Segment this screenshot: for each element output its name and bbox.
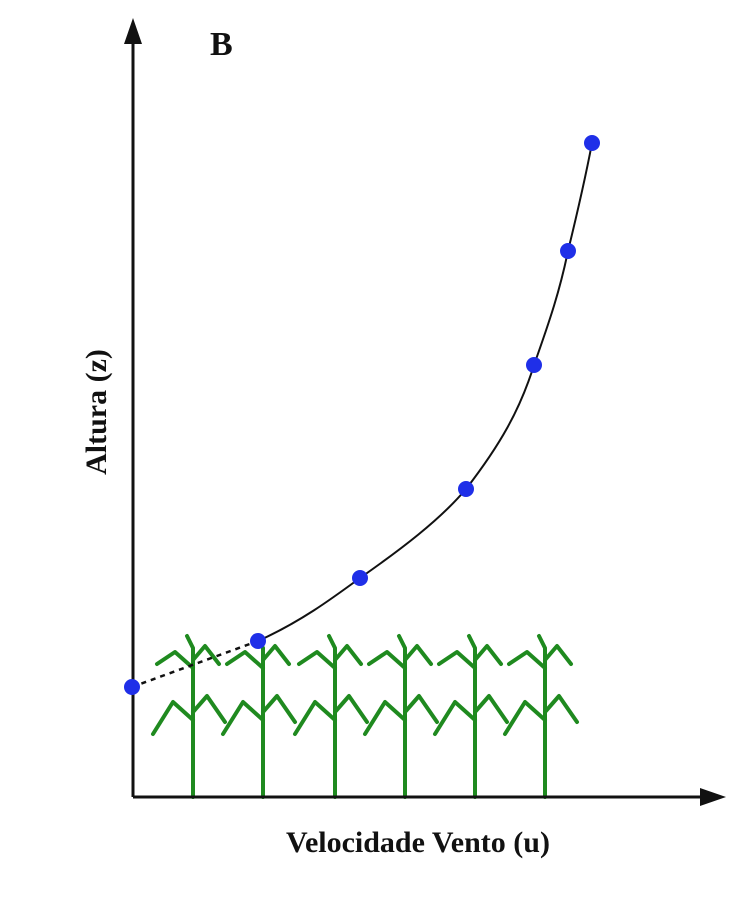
panel-label: B — [210, 26, 233, 63]
x-axis-label: Velocidade Vento (u) — [286, 826, 550, 859]
y-axis-label: Altura (z) — [80, 349, 113, 475]
figure: B Altura (z) Velocidade Vento (u) — [0, 0, 738, 904]
point — [458, 481, 474, 497]
point — [352, 570, 368, 586]
point — [560, 243, 576, 259]
point — [124, 679, 140, 695]
point — [584, 135, 600, 151]
point — [526, 357, 542, 373]
point — [250, 633, 266, 649]
